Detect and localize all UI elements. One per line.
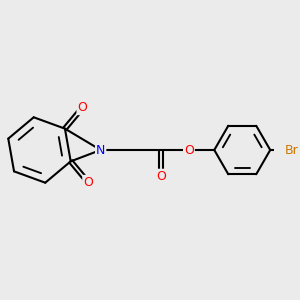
Text: O: O bbox=[83, 176, 93, 189]
Text: O: O bbox=[156, 170, 166, 183]
Text: N: N bbox=[96, 143, 105, 157]
Text: O: O bbox=[184, 143, 194, 157]
Text: O: O bbox=[77, 101, 87, 114]
Text: Br: Br bbox=[285, 143, 299, 157]
